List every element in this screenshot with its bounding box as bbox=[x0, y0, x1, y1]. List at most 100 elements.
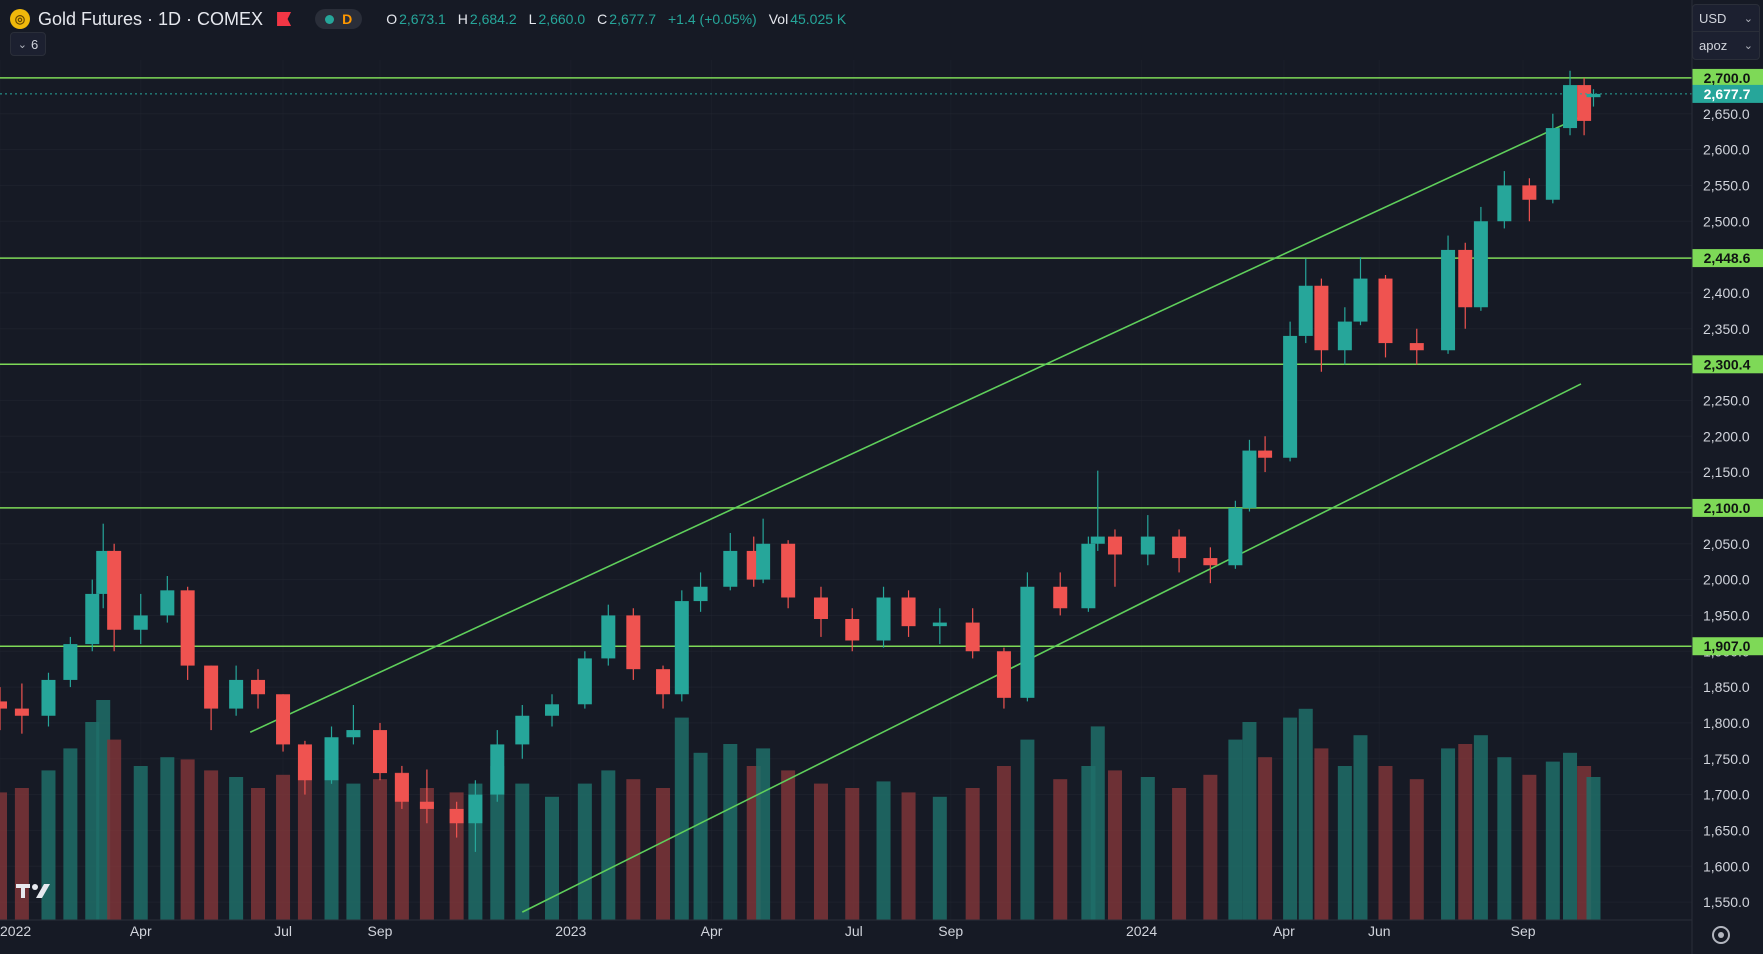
candle-body bbox=[1473, 221, 1488, 308]
volume-bar bbox=[180, 759, 195, 920]
volume-bar bbox=[813, 783, 828, 920]
symbol-title[interactable]: Gold Futures · 1D · COMEX bbox=[38, 8, 264, 29]
volume-bar bbox=[1458, 744, 1473, 920]
ohlc-change: +1.4 (+0.05%) bbox=[668, 11, 757, 27]
settings-icon[interactable] bbox=[1712, 926, 1730, 944]
volume-bar bbox=[1283, 717, 1298, 920]
candle-body bbox=[1053, 586, 1068, 609]
candle-body bbox=[490, 744, 505, 795]
candle-body bbox=[229, 679, 244, 709]
y-axis-tick-label: 1,800.0 bbox=[1703, 715, 1750, 731]
volume-bar bbox=[372, 779, 387, 920]
y-axis-tick-label: 2,400.0 bbox=[1703, 285, 1750, 301]
candle-body bbox=[1563, 85, 1578, 129]
candle-body bbox=[1107, 536, 1122, 555]
x-axis-tick-label: Sep bbox=[1511, 923, 1536, 939]
candle-body bbox=[133, 615, 148, 630]
volume-bar bbox=[965, 788, 980, 920]
candle-body bbox=[204, 665, 219, 709]
volume-bar bbox=[41, 770, 56, 920]
volume-bar bbox=[756, 748, 771, 920]
volume-bar bbox=[1203, 774, 1218, 920]
volume-bar bbox=[1242, 722, 1257, 920]
volume-bar bbox=[1314, 748, 1329, 920]
studies-toggle-button[interactable]: ⌄ 6 bbox=[10, 32, 46, 56]
volume-bar bbox=[1586, 777, 1601, 920]
level-price-badge bbox=[1692, 637, 1763, 656]
candle-body bbox=[160, 590, 175, 616]
candle-body bbox=[324, 737, 339, 781]
ohlc-low: L 2,660.0 bbox=[528, 11, 586, 27]
candle-body bbox=[996, 651, 1011, 698]
y-axis-tick-label: 1,850.0 bbox=[1703, 679, 1750, 695]
unit-label: apoz bbox=[1699, 37, 1728, 53]
candle-body bbox=[1337, 321, 1352, 351]
candle-body bbox=[41, 679, 56, 716]
volume-bar bbox=[1522, 774, 1537, 920]
volume-bar bbox=[324, 774, 339, 920]
candle-body bbox=[96, 550, 111, 594]
volume-bar bbox=[1107, 770, 1122, 920]
candle-body bbox=[656, 669, 671, 695]
volume-bar bbox=[1409, 779, 1424, 920]
volume-bar bbox=[876, 781, 891, 920]
level-price-badge bbox=[1692, 249, 1763, 268]
candle-body bbox=[1314, 285, 1329, 351]
level-price-label: 2,100.0 bbox=[1704, 500, 1751, 516]
x-axis-tick-label: Apr bbox=[130, 923, 152, 939]
candle-body bbox=[1545, 128, 1560, 200]
currency-label: USD bbox=[1699, 10, 1727, 26]
y-axis-tick-label: 1,950.0 bbox=[1703, 607, 1750, 623]
volume-bar bbox=[229, 777, 244, 920]
candle-body bbox=[674, 601, 689, 695]
candle-body bbox=[1283, 335, 1298, 458]
candle-body bbox=[107, 550, 122, 630]
volume-bar bbox=[394, 772, 409, 920]
chart-header: ◎ Gold Futures · 1D · COMEX D O 2,673.1 H… bbox=[10, 6, 846, 32]
y-axis-tick-label: 2,000.0 bbox=[1703, 572, 1750, 588]
candle-body bbox=[276, 694, 291, 745]
red-flag-icon[interactable] bbox=[277, 12, 292, 26]
candle-body bbox=[515, 715, 530, 745]
x-axis-tick-label: Jul bbox=[274, 923, 292, 939]
volume-bar bbox=[515, 783, 530, 920]
trendline[interactable] bbox=[249, 113, 1588, 733]
x-axis-tick-label: Jun bbox=[1368, 923, 1391, 939]
volume-bar bbox=[1172, 788, 1187, 920]
tradingview-logo bbox=[16, 884, 50, 898]
candle-body bbox=[1172, 536, 1187, 559]
y-axis-tick-label: 2,150.0 bbox=[1703, 464, 1750, 480]
volume-bar bbox=[1563, 752, 1578, 920]
candle-body bbox=[876, 597, 891, 641]
y-axis-tick-label: 1,600.0 bbox=[1703, 858, 1750, 874]
volume-bar bbox=[781, 770, 796, 920]
volume-bar bbox=[419, 788, 434, 920]
volume-bar bbox=[1053, 779, 1068, 920]
candle-body bbox=[1203, 558, 1218, 566]
volume-bar bbox=[276, 774, 291, 920]
candle-body bbox=[1242, 450, 1257, 508]
unit-row[interactable]: apoz ⌄ bbox=[1693, 31, 1759, 58]
volume-bar bbox=[1441, 748, 1456, 920]
y-axis-tick-label: 2,500.0 bbox=[1703, 213, 1750, 229]
x-axis-tick-label: Sep bbox=[368, 923, 393, 939]
volume-bar bbox=[601, 770, 616, 920]
trendline[interactable] bbox=[521, 383, 1582, 913]
candle-body bbox=[468, 794, 483, 824]
level-price-label: 2,448.6 bbox=[1704, 250, 1751, 266]
x-axis-tick-label: 2023 bbox=[555, 923, 586, 939]
level-price-badge bbox=[1692, 498, 1763, 517]
status-label: D bbox=[342, 11, 353, 27]
y-axis-tick-label: 1,550.0 bbox=[1703, 894, 1750, 910]
candle-body bbox=[601, 615, 616, 659]
candle-body bbox=[1378, 278, 1393, 344]
currency-unit-selector[interactable]: USD ⌄ apoz ⌄ bbox=[1692, 4, 1760, 60]
candle-body bbox=[1081, 543, 1096, 609]
y-axis-tick-label: 2,650.0 bbox=[1703, 106, 1750, 122]
currency-row[interactable]: USD ⌄ bbox=[1693, 5, 1759, 31]
volume-bar bbox=[1337, 766, 1352, 920]
candle-body bbox=[1090, 536, 1105, 544]
current-price-label: 2,677.7 bbox=[1704, 86, 1751, 102]
